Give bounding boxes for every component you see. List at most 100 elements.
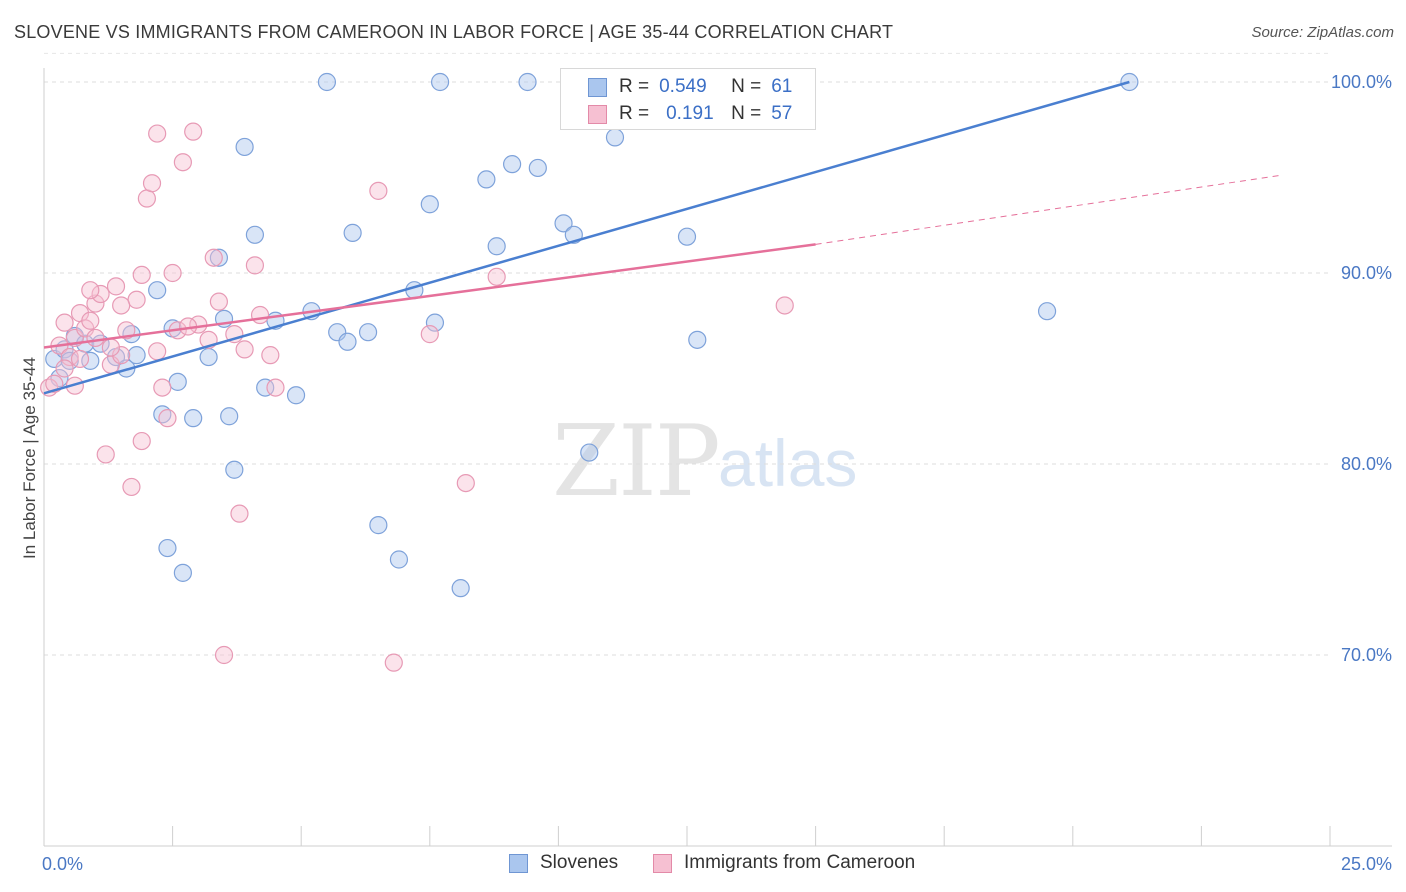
trendline-cameroon <box>43 243 816 349</box>
point-slovenes <box>158 538 177 558</box>
point-cameroon <box>266 378 285 397</box>
legend-item-slovenes: Slovenes <box>509 852 618 874</box>
point-slovenes <box>127 346 146 365</box>
point-slovenes <box>343 223 362 242</box>
n-value: 57 <box>771 103 793 124</box>
point-cameroon <box>86 328 105 348</box>
point-cameroon <box>106 277 126 296</box>
point-cameroon <box>487 267 506 286</box>
point-slovenes <box>256 378 275 397</box>
point-cameroon <box>132 265 151 285</box>
point-slovenes <box>199 347 218 367</box>
point-cameroon <box>55 359 74 378</box>
slovenes-legend-swatch <box>509 853 528 873</box>
chart-title: SLOVENE VS IMMIGRANTS FROM CAMEROON IN L… <box>14 22 894 42</box>
point-slovenes <box>389 550 409 569</box>
trendline-slovenes <box>43 80 1130 395</box>
stats-legend: R = 0.549 N = 61 R = 0.191 N = 57 <box>560 68 816 130</box>
x-tick-label-start: 0.0% <box>42 854 83 874</box>
point-slovenes <box>503 155 522 174</box>
point-slovenes <box>168 372 187 391</box>
point-cameroon <box>81 311 100 330</box>
point-slovenes <box>317 72 337 92</box>
y-axis-label: In Labor Force | Age 35-44 <box>20 357 39 559</box>
point-cameroon <box>127 290 146 309</box>
point-cameroon <box>148 342 167 361</box>
y-tick-label: 70.0% <box>1341 645 1392 665</box>
point-cameroon <box>775 296 794 315</box>
point-slovenes <box>173 563 192 582</box>
point-slovenes <box>554 214 573 233</box>
point-slovenes <box>420 195 439 214</box>
point-cameroon <box>81 281 100 300</box>
point-slovenes <box>688 330 707 349</box>
source-label: Source: ZipAtlas.com <box>1251 24 1394 41</box>
point-cameroon <box>55 313 74 332</box>
r-label: R = <box>619 76 650 97</box>
point-slovenes <box>148 281 167 300</box>
watermark-atlas: atlas <box>718 426 858 500</box>
point-slovenes <box>580 443 599 462</box>
point-cameroon <box>369 181 388 200</box>
slovenes-swatch <box>588 77 607 97</box>
point-cameroon <box>132 431 151 451</box>
point-cameroon <box>122 477 141 497</box>
series-legend: Slovenes Immigrants from Cameroon <box>0 852 1406 878</box>
point-cameroon <box>148 124 167 143</box>
n-label: N = <box>731 76 762 97</box>
point-slovenes <box>425 313 445 332</box>
point-slovenes <box>528 158 547 178</box>
point-slovenes <box>477 170 496 189</box>
y-tick-label: 100.0% <box>1331 72 1392 92</box>
stats-legend-row-cameroon: R = 0.191 N = 57 <box>561 101 792 127</box>
point-slovenes <box>338 332 357 351</box>
point-cameroon <box>245 256 265 275</box>
legend-label-slovenes: Slovenes <box>540 852 619 873</box>
point-cameroon <box>173 153 192 172</box>
point-cameroon <box>142 174 162 193</box>
point-cameroon <box>184 122 203 141</box>
point-cameroon <box>153 378 172 397</box>
point-cameroon <box>209 292 228 311</box>
x-tick-label-end: 25.0% <box>1341 854 1392 874</box>
point-slovenes <box>225 460 244 479</box>
legend-label-cameroon: Immigrants from Cameroon <box>684 852 916 873</box>
point-cameroon <box>163 263 182 283</box>
cameroon-legend-swatch <box>653 853 672 873</box>
point-slovenes <box>369 516 388 535</box>
point-cameroon <box>261 346 280 365</box>
y-tick-label: 90.0% <box>1341 263 1392 283</box>
point-cameroon <box>96 445 115 464</box>
point-slovenes <box>451 579 470 598</box>
point-slovenes <box>430 72 450 92</box>
point-slovenes <box>184 409 203 428</box>
point-cameroon <box>230 504 249 523</box>
y-tick-label: 80.0% <box>1341 454 1392 474</box>
legend-item-cameroon: Immigrants from Cameroon <box>653 852 915 874</box>
point-cameroon <box>250 305 270 325</box>
point-cameroon <box>101 338 120 357</box>
point-cameroon <box>70 349 90 369</box>
point-cameroon <box>235 340 254 359</box>
point-cameroon <box>112 346 131 365</box>
trendline-cameroon-extension <box>815 175 1279 245</box>
point-slovenes <box>518 72 537 92</box>
point-slovenes <box>605 128 625 147</box>
r-value: 0.191 <box>666 103 714 124</box>
point-cameroon <box>117 321 136 340</box>
point-slovenes <box>677 227 697 246</box>
stats-legend-row-slovenes: R = 0.549 N = 61 <box>561 74 792 100</box>
point-cameroon <box>384 653 403 672</box>
point-cameroon <box>214 645 234 665</box>
point-cameroon <box>456 474 475 493</box>
watermark-zip: ZIP <box>552 405 721 519</box>
cameroon-swatch <box>588 104 607 124</box>
point-slovenes <box>209 248 228 267</box>
point-cameroon <box>158 409 177 428</box>
point-slovenes <box>1037 302 1057 321</box>
point-slovenes <box>245 225 265 244</box>
point-slovenes <box>220 407 239 426</box>
point-slovenes <box>487 237 506 256</box>
n-label: N = <box>731 103 762 124</box>
